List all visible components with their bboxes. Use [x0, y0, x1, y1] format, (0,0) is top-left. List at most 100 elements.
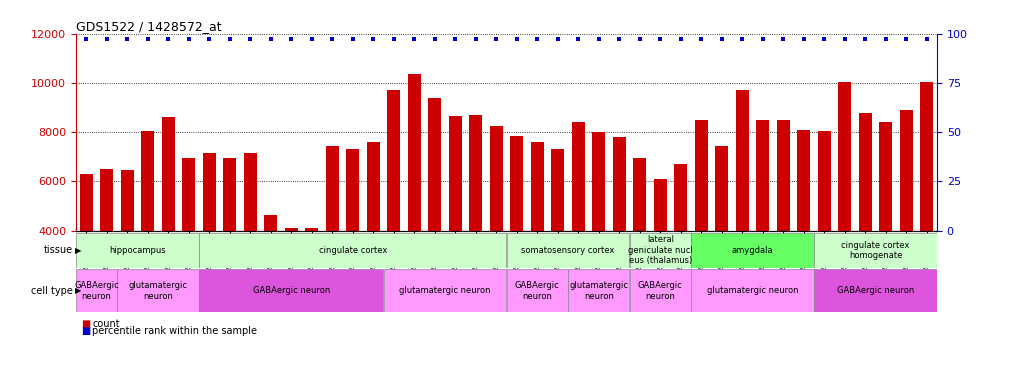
Bar	[203, 153, 216, 329]
Bar	[692, 232, 813, 268]
Bar	[633, 158, 646, 329]
Point	[652, 36, 669, 42]
Bar	[285, 228, 298, 329]
Bar	[76, 232, 199, 268]
Point	[488, 36, 504, 42]
Bar	[568, 269, 629, 312]
Point	[693, 36, 709, 42]
Point	[78, 36, 94, 42]
Bar	[692, 269, 813, 312]
Point	[591, 36, 607, 42]
Text: glutamatergic
neuron: glutamatergic neuron	[569, 281, 628, 300]
Point	[775, 36, 791, 42]
Text: GDS1522 / 1428572_at: GDS1522 / 1428572_at	[76, 20, 222, 33]
Bar	[182, 158, 196, 329]
Text: GABAergic neuron: GABAergic neuron	[252, 286, 330, 296]
Bar	[592, 132, 606, 329]
Point	[673, 36, 689, 42]
Bar	[141, 131, 154, 329]
Point	[550, 36, 566, 42]
Point	[120, 36, 136, 42]
Text: GABAergic
neuron: GABAergic neuron	[515, 281, 559, 300]
Point	[877, 36, 893, 42]
Text: glutamatergic neuron: glutamatergic neuron	[707, 286, 798, 296]
Bar	[387, 90, 400, 329]
Bar	[920, 82, 933, 329]
Bar	[838, 82, 852, 329]
Bar	[674, 164, 688, 329]
Bar	[859, 112, 872, 329]
Point	[447, 36, 463, 42]
Bar	[367, 142, 380, 329]
Bar	[346, 149, 360, 329]
Text: ■: ■	[81, 319, 90, 328]
Bar	[653, 179, 667, 329]
Bar	[121, 170, 134, 329]
Text: ■: ■	[81, 326, 90, 336]
Text: glutamatergic neuron: glutamatergic neuron	[399, 286, 490, 296]
Point	[509, 36, 525, 42]
Bar	[449, 116, 462, 329]
Bar	[797, 130, 810, 329]
Text: amygdala: amygdala	[731, 246, 773, 255]
Bar	[489, 126, 502, 329]
Point	[406, 36, 422, 42]
Point	[365, 36, 381, 42]
Point	[160, 36, 176, 42]
Point	[140, 36, 156, 42]
Point	[202, 36, 218, 42]
Text: ▶: ▶	[75, 246, 81, 255]
Bar	[630, 269, 691, 312]
Bar	[200, 232, 506, 268]
Point	[919, 36, 935, 42]
Point	[837, 36, 853, 42]
Point	[899, 36, 915, 42]
Bar	[630, 232, 691, 268]
Text: percentile rank within the sample: percentile rank within the sample	[92, 326, 257, 336]
Point	[755, 36, 771, 42]
Bar	[118, 269, 199, 312]
Point	[816, 36, 833, 42]
Text: lateral
geniculate nucl
eus (thalamus): lateral geniculate nucl eus (thalamus)	[628, 236, 693, 265]
Bar	[735, 90, 749, 329]
Point	[284, 36, 300, 42]
Bar	[551, 149, 564, 329]
Point	[714, 36, 730, 42]
Point	[262, 36, 279, 42]
Text: cingulate cortex
homogenate: cingulate cortex homogenate	[842, 241, 910, 260]
Bar	[469, 115, 482, 329]
Point	[180, 36, 197, 42]
Bar	[879, 122, 892, 329]
Bar	[613, 137, 626, 329]
Point	[324, 36, 340, 42]
Bar	[264, 214, 278, 329]
Text: hippocampus: hippocampus	[109, 246, 166, 255]
Bar	[100, 169, 113, 329]
Point	[734, 36, 751, 42]
Bar	[325, 146, 339, 329]
Point	[611, 36, 627, 42]
Text: GABAergic neuron: GABAergic neuron	[837, 286, 914, 296]
Bar	[161, 117, 175, 329]
Point	[795, 36, 811, 42]
Bar	[200, 269, 383, 312]
Bar	[695, 120, 708, 329]
Point	[344, 36, 361, 42]
Text: cingulate cortex: cingulate cortex	[318, 246, 387, 255]
Bar	[407, 74, 421, 329]
Point	[468, 36, 484, 42]
Bar	[777, 120, 790, 329]
Bar	[571, 122, 585, 329]
Text: cell type: cell type	[31, 286, 73, 296]
Text: glutamatergic
neuron: glutamatergic neuron	[129, 281, 187, 300]
Text: ▶: ▶	[75, 286, 81, 296]
Bar	[384, 269, 506, 312]
Point	[426, 36, 443, 42]
Point	[570, 36, 587, 42]
Text: count: count	[92, 319, 120, 328]
Text: GABAergic
neuron: GABAergic neuron	[74, 281, 119, 300]
Text: GABAergic
neuron: GABAergic neuron	[638, 281, 683, 300]
Point	[632, 36, 648, 42]
Bar	[506, 232, 629, 268]
Bar	[511, 136, 524, 329]
